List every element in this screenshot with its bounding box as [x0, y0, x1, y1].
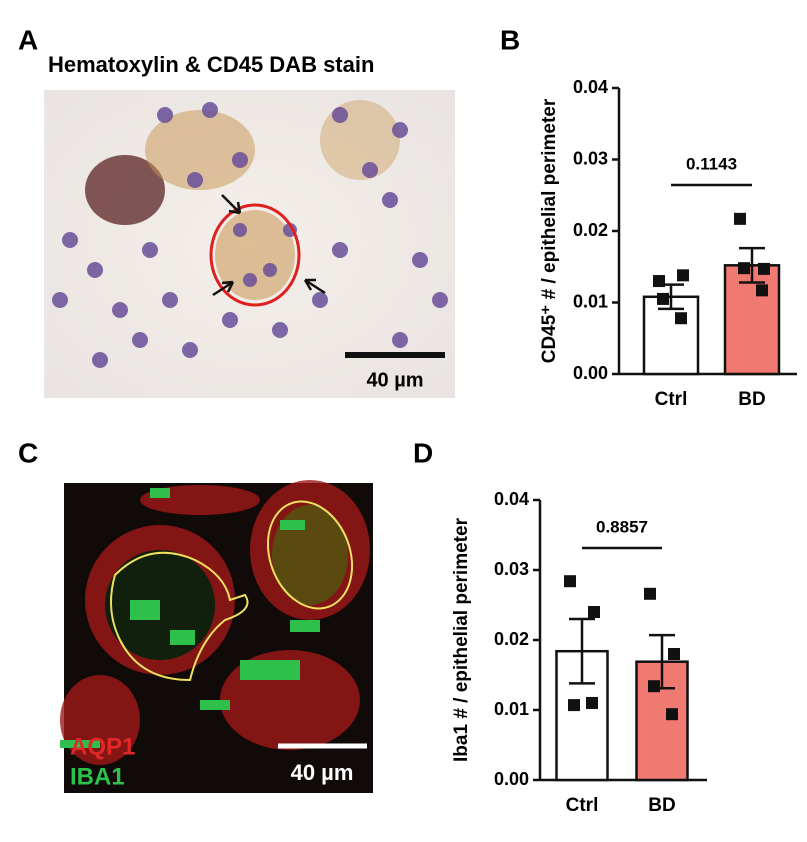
x-tick-label: Ctrl — [655, 389, 688, 410]
image-title: Hematoxylin & CD45 DAB stain — [48, 52, 374, 77]
data-point — [675, 312, 687, 325]
x-tick-label: Ctrl — [566, 795, 599, 816]
micrograph-c — [60, 480, 373, 793]
y-tick-label: 0.01 — [573, 291, 608, 311]
legend-label: IBA1 — [70, 763, 125, 790]
y-tick-label: 0.02 — [573, 220, 608, 240]
y-axis-label: Iba1 # / epithelial perimeter — [451, 517, 472, 762]
x-tick-label: BD — [648, 795, 675, 816]
x-tick-label: BD — [738, 389, 765, 410]
data-point — [564, 575, 576, 588]
y-tick-label: 0.02 — [494, 629, 529, 649]
data-point — [668, 648, 680, 660]
panel-label: D — [413, 437, 433, 468]
data-point — [586, 697, 598, 709]
data-point — [588, 606, 600, 618]
panel-label: B — [500, 24, 520, 55]
y-tick-label: 0.04 — [494, 489, 529, 509]
significance-label: 0.8857 — [596, 517, 648, 536]
legend-label: AQP1 — [70, 733, 135, 760]
y-tick-label: 0.00 — [494, 769, 529, 789]
scale-bar-label: 40 µm — [366, 369, 423, 391]
data-point — [657, 292, 669, 305]
panel-label: A — [18, 24, 38, 55]
micrograph-a — [44, 90, 455, 398]
data-point — [734, 212, 746, 225]
error-bar — [569, 617, 595, 685]
error-bar — [739, 246, 765, 284]
data-point — [648, 680, 660, 693]
panel-label: C — [18, 437, 38, 468]
y-tick-label: 0.04 — [573, 77, 608, 97]
data-point — [677, 269, 689, 282]
data-point — [644, 587, 656, 600]
scale-bar-label: 40 µm — [291, 760, 354, 785]
y-tick-label: 0.03 — [573, 148, 608, 168]
y-axis-label: CD45⁺ # / epithelial perimeter — [539, 98, 560, 363]
y-tick-label: 0.03 — [494, 559, 529, 579]
data-point — [653, 275, 665, 288]
data-point — [756, 284, 768, 297]
data-point — [758, 262, 770, 275]
y-tick-label: 0.00 — [573, 363, 608, 383]
significance-label: 0.1143 — [686, 154, 737, 173]
data-point — [738, 262, 750, 275]
y-tick-label: 0.01 — [494, 699, 529, 719]
data-point — [666, 708, 678, 721]
data-point — [568, 699, 580, 712]
